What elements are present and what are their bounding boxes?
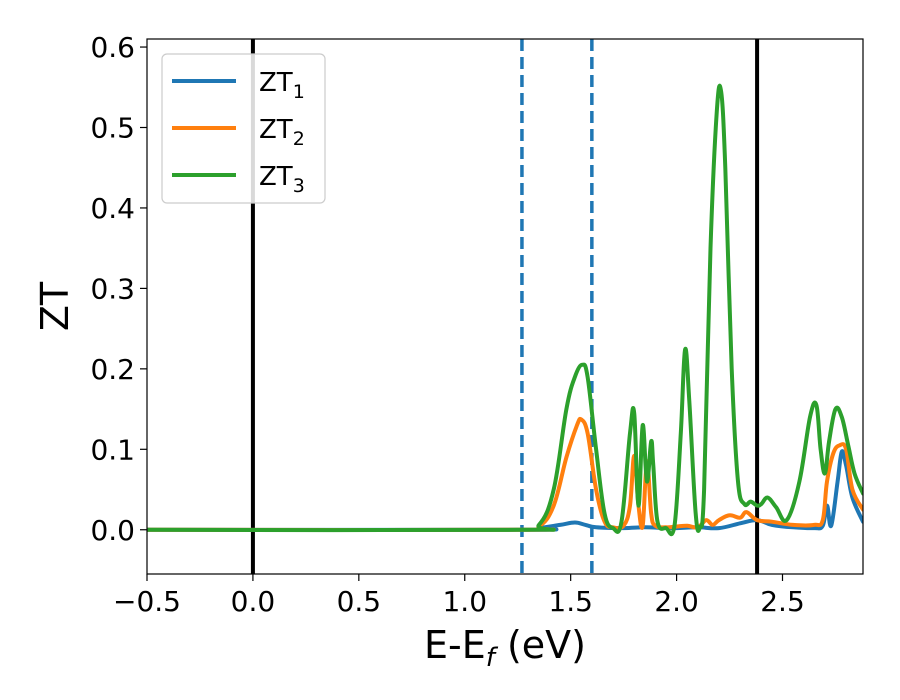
- x-tick-label: 2.0: [654, 585, 699, 618]
- x-tick-label: 0.0: [231, 585, 276, 618]
- y-axis-title: ZT: [33, 281, 77, 331]
- x-tick-label: 0.5: [337, 585, 382, 618]
- x-axis-title-main: E-E: [424, 623, 486, 667]
- x-tick-label: 1.0: [442, 585, 487, 618]
- y-tick-label: 0.2: [90, 353, 135, 386]
- x-axis-ticks: −0.5 0.0 0.5 1.0 1.5 2.0 2.5: [113, 574, 805, 618]
- y-tick-label: 0.6: [90, 31, 135, 64]
- vertical-reference-lines: [250, 39, 760, 574]
- y-tick-label: 0.4: [90, 192, 135, 225]
- x-axis-title-unit: (eV): [495, 623, 586, 667]
- legend-label-zt1: ZT1: [259, 68, 305, 103]
- y-tick-label: 0.0: [90, 514, 135, 547]
- legend-label-zt3: ZT3: [259, 162, 305, 197]
- x-tick-label: 2.5: [760, 585, 805, 618]
- x-tick-label: 1.5: [548, 585, 593, 618]
- plot-area-frame: [146, 38, 864, 575]
- x-axis-title: E-Ef (eV): [424, 623, 586, 673]
- legend-label-zt2: ZT2: [259, 115, 305, 150]
- series-lines: [147, 83, 863, 537]
- y-axis-ticks: 0.0 0.1 0.2 0.3 0.4 0.5 0.6: [90, 31, 147, 547]
- x-tick-label: −0.5: [113, 585, 181, 618]
- legend: ZT1 ZT2 ZT3: [161, 53, 326, 204]
- y-tick-label: 0.3: [90, 272, 135, 305]
- series-line-zt1: [147, 449, 863, 532]
- legend-box: [161, 53, 326, 204]
- y-tick-label: 0.1: [90, 433, 135, 466]
- series-line-zt3: [147, 83, 863, 537]
- y-tick-label: 0.5: [90, 111, 135, 144]
